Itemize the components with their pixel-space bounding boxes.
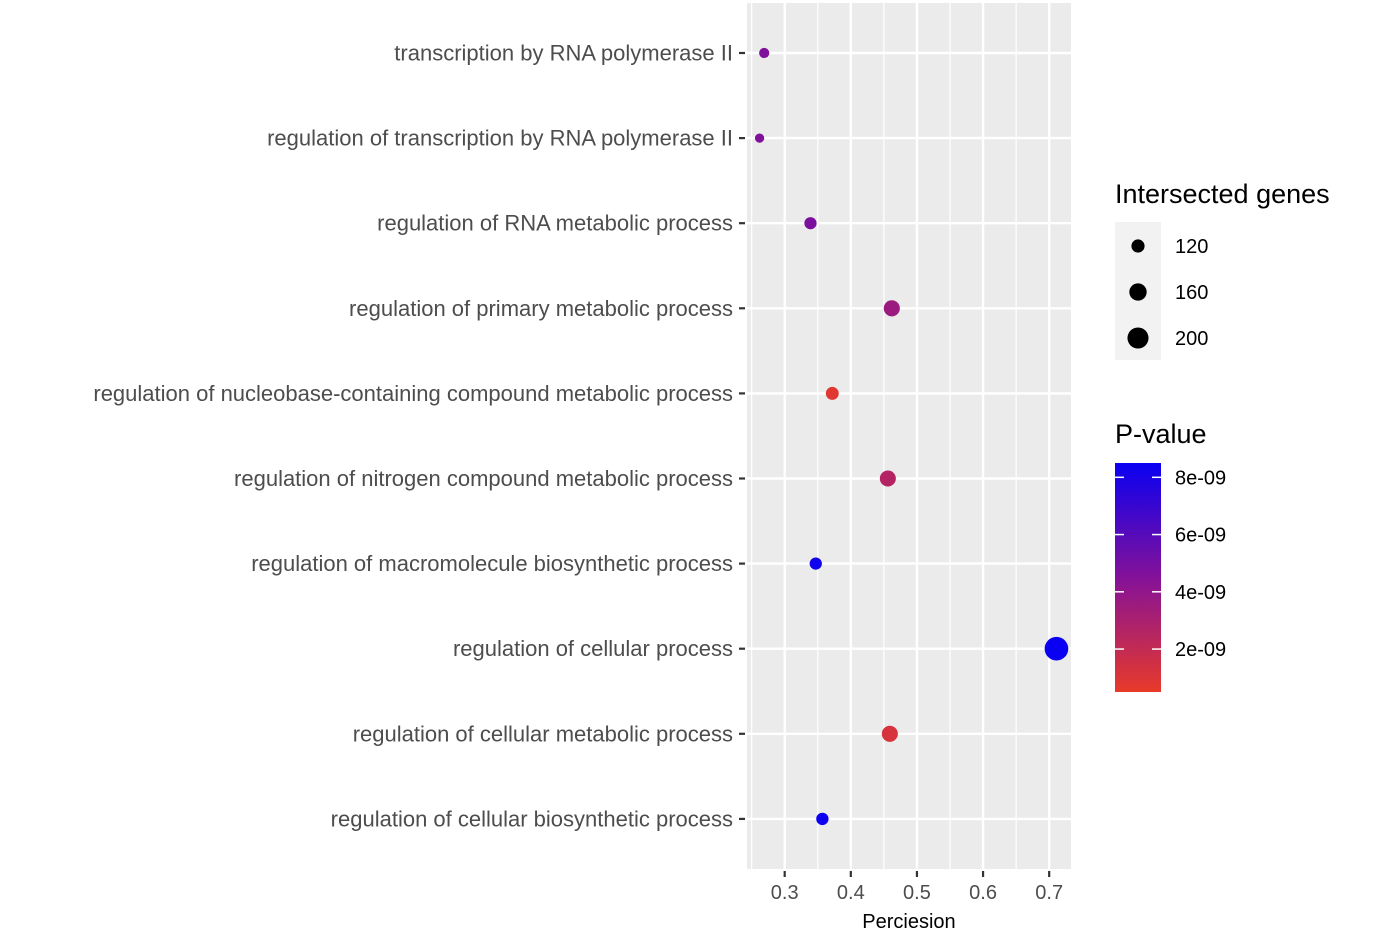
minor-gridlines (751, 3, 1017, 869)
size-legend: Intersected genes 120 160 200 (1115, 179, 1330, 360)
x-tick-label: 0.5 (903, 882, 931, 904)
y-tick-label: regulation of cellular biosynthetic proc… (331, 806, 733, 831)
y-tick-label: regulation of primary metabolic process (349, 296, 733, 321)
color-legend-label: 8e-09 (1175, 467, 1226, 489)
data-point (809, 557, 822, 570)
x-tick-label: 0.6 (969, 882, 997, 904)
y-tick-label: regulation of nitrogen compound metaboli… (234, 466, 733, 491)
x-tick-label: 0.3 (771, 882, 799, 904)
data-point (1044, 636, 1069, 661)
color-legend-label: 6e-09 (1175, 525, 1226, 547)
color-legend-label: 2e-09 (1175, 639, 1226, 661)
y-tick-label: transcription by RNA polymerase II (394, 41, 733, 66)
color-legend-label: 4e-09 (1175, 582, 1226, 604)
color-legend-ticks: 8e-09 6e-09 4e-09 2e-09 (1115, 467, 1226, 661)
x-tick-label: 0.4 (837, 882, 865, 904)
y-axis: transcription by RNA polymerase II regula… (93, 41, 745, 831)
color-legend-bar (1115, 463, 1161, 692)
y-tick-label: regulation of cellular metabolic process (353, 721, 733, 746)
size-legend-key (1131, 239, 1145, 253)
data-point (754, 133, 765, 143)
y-tick-label: regulation of transcription by RNA polym… (267, 126, 733, 151)
data-point (825, 386, 839, 400)
y-tick-label: regulation of cellular process (453, 636, 733, 661)
size-legend-label: 160 (1175, 282, 1208, 304)
color-legend: P-value 8e-09 6e-09 4e-09 2e-09 (1115, 419, 1226, 692)
data-point (759, 47, 770, 59)
data-point (883, 300, 900, 317)
data-point (879, 470, 896, 487)
plot-panel (747, 3, 1071, 869)
size-legend-title: Intersected genes (1115, 179, 1330, 209)
data-point (816, 812, 829, 826)
size-legend-key (1127, 327, 1149, 349)
x-axis-title: Perciesion (862, 911, 955, 933)
y-tick-label: regulation of RNA metabolic process (377, 211, 733, 236)
major-gridlines (747, 3, 1071, 869)
data-points (754, 47, 1069, 826)
data-point (881, 725, 898, 742)
color-legend-title: P-value (1115, 419, 1207, 449)
x-tick-label: 0.7 (1035, 882, 1063, 904)
size-legend-label: 120 (1175, 236, 1208, 258)
size-legend-key (1129, 283, 1147, 301)
size-legend-label: 200 (1175, 328, 1208, 350)
y-tick-label: regulation of macromolecule biosynthetic… (251, 551, 733, 576)
x-axis: 0.3 0.4 0.5 0.6 0.7 (771, 871, 1063, 904)
size-legend-items: 120 160 200 (1127, 236, 1208, 350)
data-point (804, 217, 817, 230)
y-tick-label: regulation of nucleobase-containing comp… (93, 381, 733, 406)
